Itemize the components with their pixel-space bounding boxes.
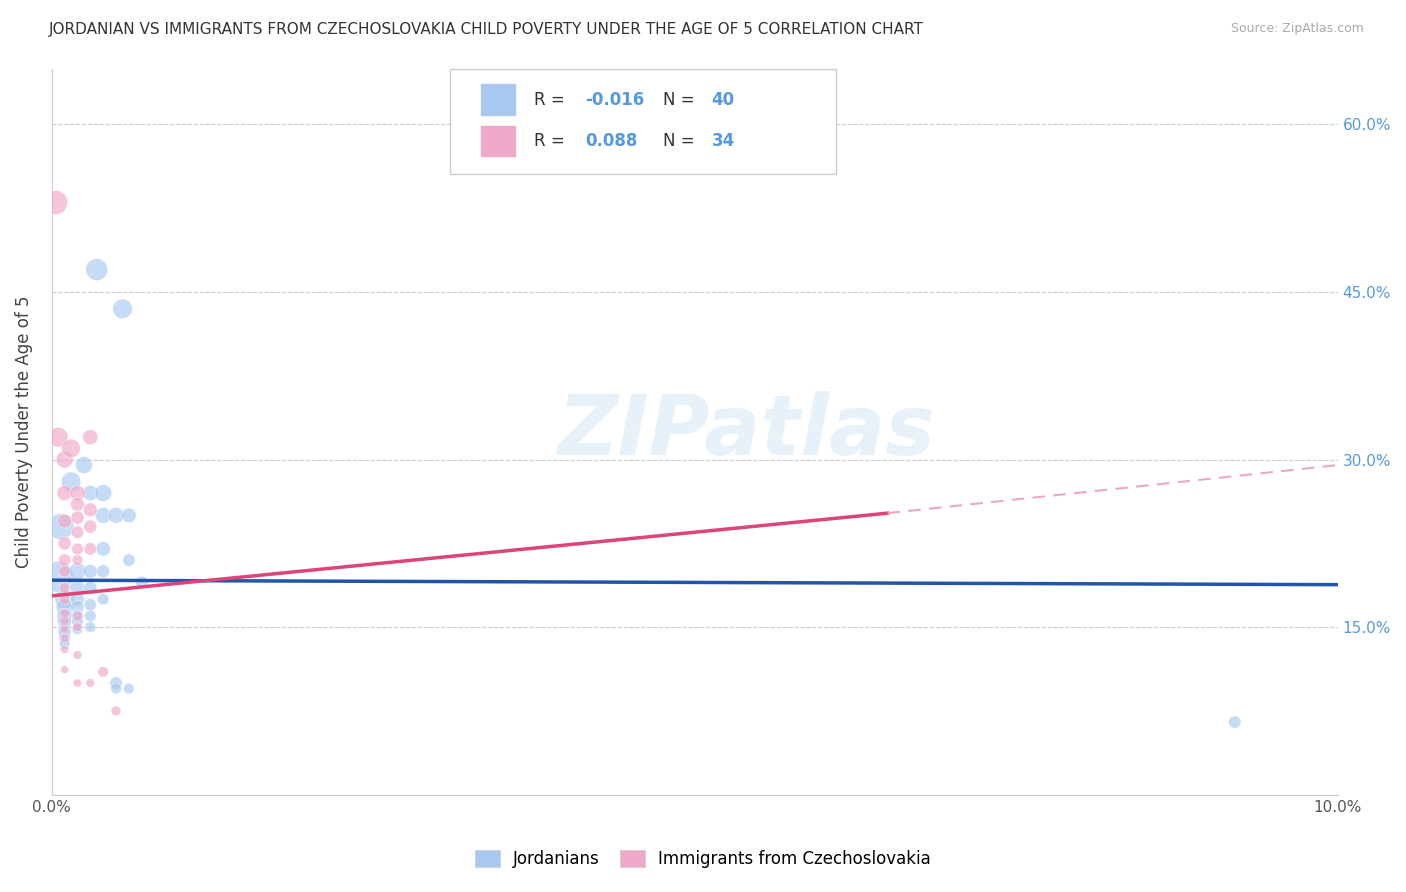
- Point: [66, 623, 89, 637]
- Point: [60, 442, 83, 456]
- Point: [66, 609, 89, 624]
- Point: [91, 564, 114, 578]
- FancyBboxPatch shape: [479, 84, 516, 116]
- Point: [66, 486, 89, 500]
- Point: [53, 632, 76, 646]
- Y-axis label: Child Poverty Under the Age of 5: Child Poverty Under the Age of 5: [15, 295, 32, 568]
- Point: [53, 581, 76, 595]
- Point: [79, 581, 101, 595]
- Point: [53, 623, 76, 637]
- Point: [53, 592, 76, 607]
- Point: [53, 536, 76, 550]
- Point: [53, 609, 76, 624]
- Point: [118, 508, 141, 523]
- Point: [53, 600, 76, 615]
- Point: [79, 541, 101, 556]
- Text: JORDANIAN VS IMMIGRANTS FROM CZECHOSLOVAKIA CHILD POVERTY UNDER THE AGE OF 5 COR: JORDANIAN VS IMMIGRANTS FROM CZECHOSLOVA…: [49, 22, 924, 37]
- Text: 40: 40: [711, 91, 734, 109]
- Point: [111, 301, 134, 316]
- Point: [91, 592, 114, 607]
- Point: [53, 486, 76, 500]
- Point: [73, 458, 96, 472]
- Point: [105, 508, 128, 523]
- Point: [79, 430, 101, 444]
- Point: [66, 600, 89, 615]
- Point: [1223, 715, 1246, 730]
- Point: [49, 519, 72, 533]
- Point: [91, 665, 114, 679]
- Point: [66, 676, 89, 690]
- Point: [66, 592, 89, 607]
- Legend: Jordanians, Immigrants from Czechoslovakia: Jordanians, Immigrants from Czechoslovak…: [468, 843, 938, 875]
- Point: [53, 553, 76, 567]
- Point: [66, 648, 89, 662]
- Point: [53, 592, 76, 607]
- Point: [79, 519, 101, 533]
- Point: [53, 564, 76, 578]
- Point: [66, 564, 89, 578]
- Text: ZIPatlas: ZIPatlas: [557, 391, 935, 472]
- Point: [66, 615, 89, 629]
- Point: [45, 195, 67, 210]
- Point: [79, 598, 101, 612]
- Point: [53, 452, 76, 467]
- Point: [105, 676, 128, 690]
- Point: [53, 607, 76, 621]
- Point: [79, 564, 101, 578]
- Point: [53, 623, 76, 637]
- Point: [86, 262, 108, 277]
- Point: [53, 632, 76, 646]
- Point: [66, 525, 89, 540]
- Text: 34: 34: [711, 132, 735, 150]
- Text: 0.088: 0.088: [585, 132, 638, 150]
- Point: [53, 625, 76, 640]
- Text: -0.016: -0.016: [585, 91, 644, 109]
- Text: N =: N =: [662, 91, 699, 109]
- Point: [66, 510, 89, 524]
- Point: [53, 615, 76, 629]
- Point: [105, 681, 128, 696]
- Point: [118, 553, 141, 567]
- Point: [105, 704, 128, 718]
- Point: [118, 681, 141, 696]
- Point: [66, 609, 89, 624]
- Point: [91, 508, 114, 523]
- Text: R =: R =: [534, 91, 569, 109]
- Point: [53, 615, 76, 629]
- Point: [66, 497, 89, 511]
- Text: N =: N =: [662, 132, 699, 150]
- Point: [91, 486, 114, 500]
- Point: [53, 642, 76, 657]
- Point: [91, 541, 114, 556]
- Point: [79, 676, 101, 690]
- Point: [66, 581, 89, 595]
- Point: [66, 620, 89, 634]
- Point: [53, 663, 76, 677]
- Text: Source: ZipAtlas.com: Source: ZipAtlas.com: [1230, 22, 1364, 36]
- Point: [66, 541, 89, 556]
- Point: [79, 620, 101, 634]
- Point: [60, 475, 83, 489]
- Point: [131, 575, 153, 590]
- FancyBboxPatch shape: [479, 125, 516, 158]
- FancyBboxPatch shape: [450, 69, 837, 174]
- Point: [46, 570, 69, 584]
- Point: [66, 553, 89, 567]
- Point: [79, 609, 101, 624]
- Point: [79, 486, 101, 500]
- Text: R =: R =: [534, 132, 569, 150]
- Point: [46, 430, 69, 444]
- Point: [53, 514, 76, 528]
- Point: [53, 637, 76, 651]
- Point: [79, 503, 101, 517]
